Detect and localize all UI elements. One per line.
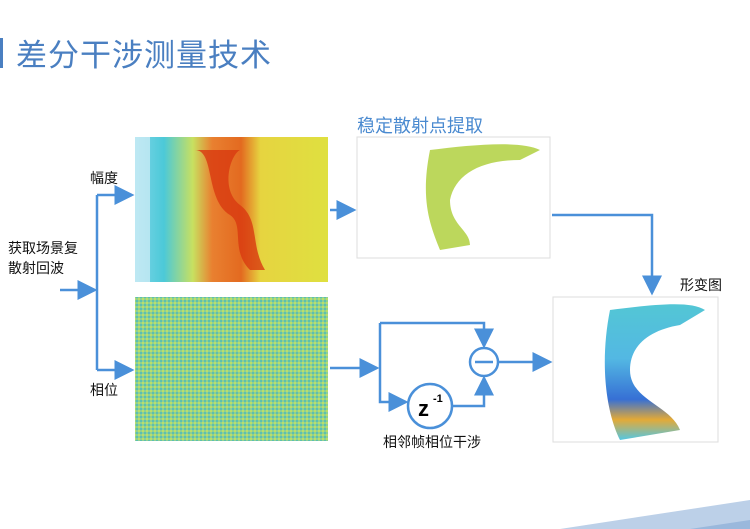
delay-exponent: -1 — [433, 393, 443, 405]
delay-z: z — [418, 396, 429, 421]
interference-label: 相邻帧相位干涉 — [383, 435, 481, 451]
deformation-label: 形变图 — [680, 278, 722, 294]
delay-node — [406, 382, 454, 430]
stable-points-image — [356, 136, 551, 259]
flow-arrows — [60, 185, 662, 412]
input-label-line2: 散射回波 — [8, 261, 64, 277]
phase-label: 相位 — [90, 383, 118, 399]
amplitude-image — [135, 137, 328, 282]
footer-decoration-dark — [690, 520, 750, 529]
footer-decoration — [560, 500, 750, 529]
amplitude-label: 幅度 — [90, 171, 118, 187]
page-title: 差分干涉测量技术 — [16, 38, 272, 74]
title-accent-bar — [0, 38, 3, 68]
phase-image — [135, 297, 328, 441]
deformation-image — [552, 296, 719, 443]
stable-points-label: 稳定散射点提取 — [357, 116, 483, 137]
input-label-line1: 获取场景复 — [8, 241, 78, 257]
